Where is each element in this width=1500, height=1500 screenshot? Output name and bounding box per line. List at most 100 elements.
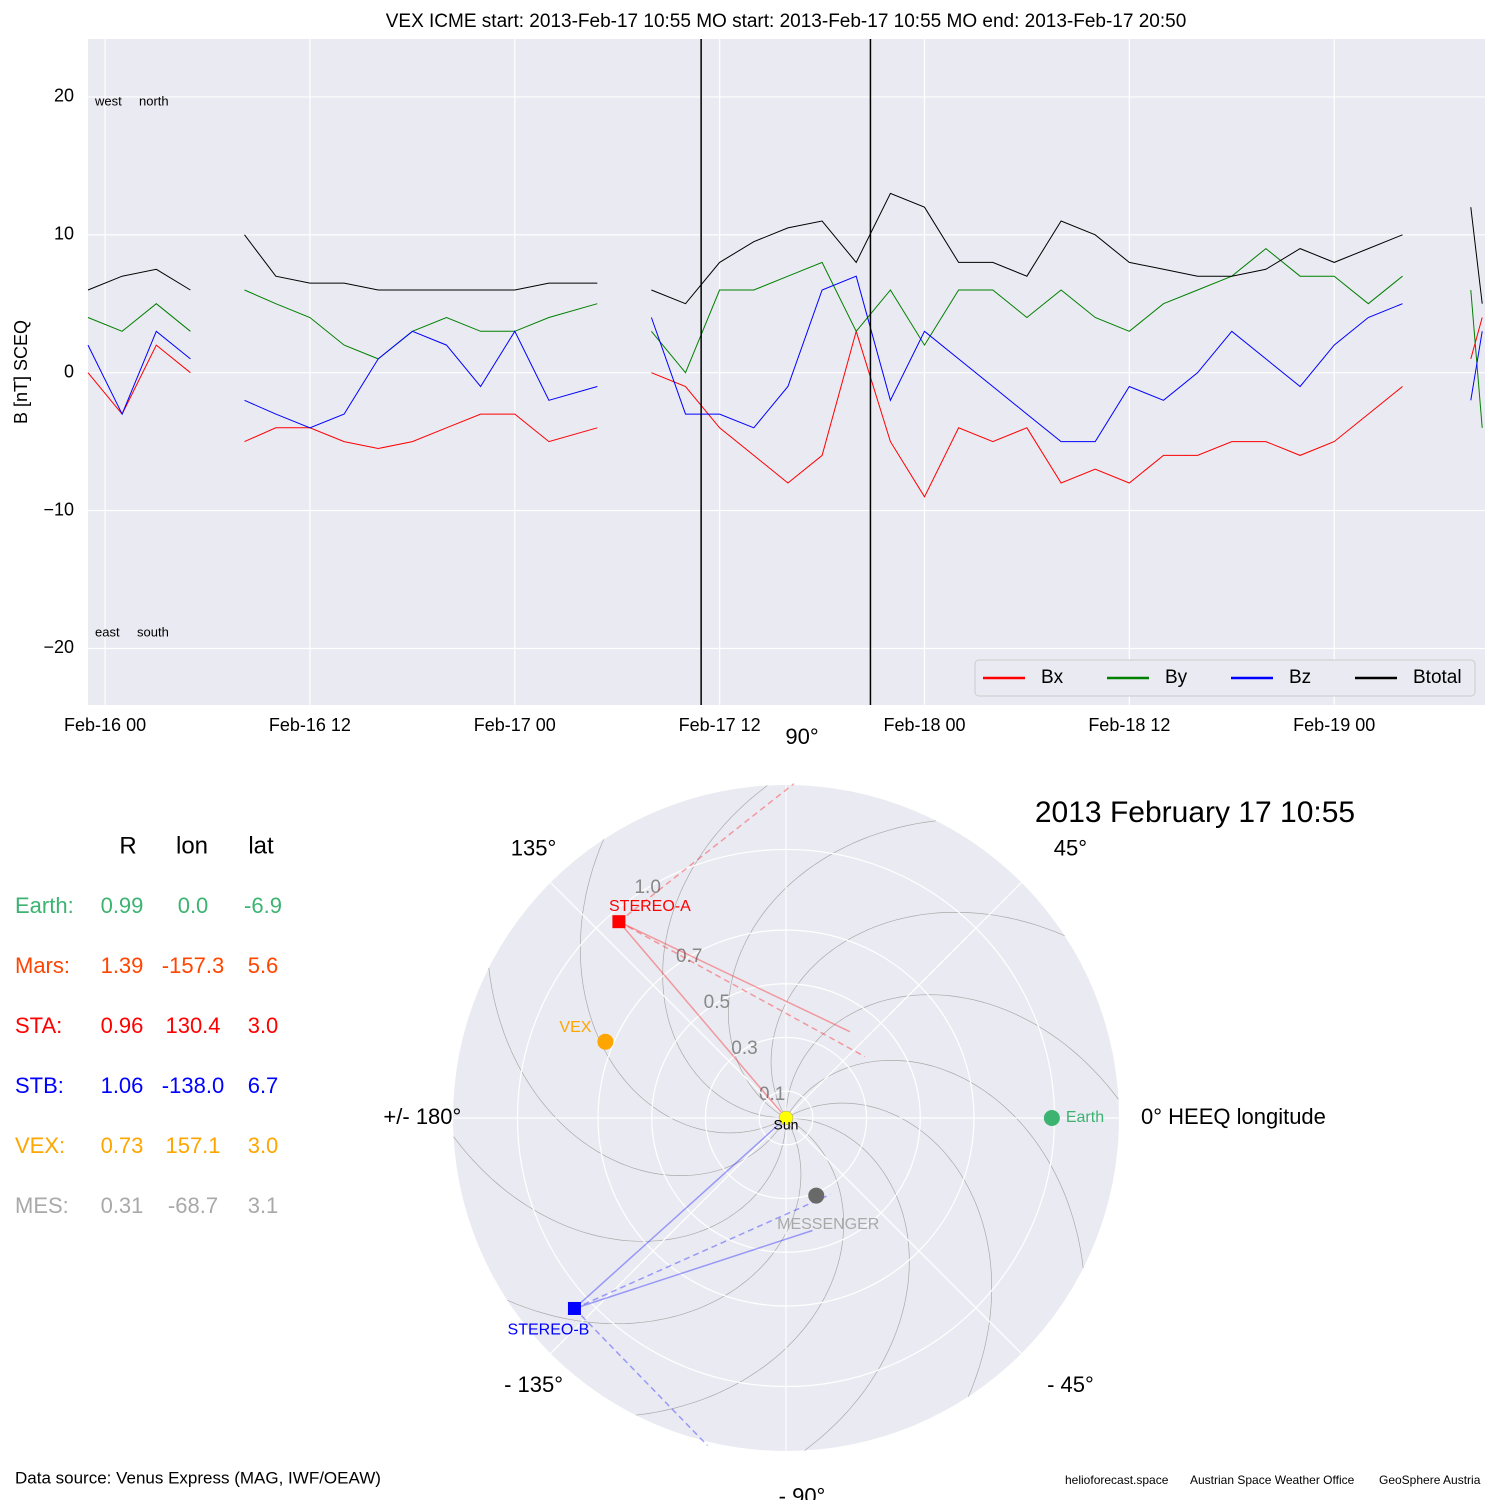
annotation: west [94, 93, 122, 108]
table-name: STA: [15, 1013, 62, 1038]
legend-box [974, 659, 1476, 697]
parker-spiral [770, 911, 1065, 1119]
annotation: east [95, 624, 120, 639]
fov-line [574, 1193, 831, 1310]
series-line [87, 192, 1483, 305]
y-tick-label: −10 [43, 499, 74, 519]
theta-tick-label: - 90° [779, 1483, 826, 1500]
table-name: STB: [15, 1073, 64, 1098]
x-tick-label: Feb-16 00 [64, 715, 146, 735]
fov-line [618, 920, 851, 1033]
legend-label: Bx [1041, 667, 1064, 688]
y-tick-label: 10 [54, 224, 74, 244]
x-tick-label: Feb-17 12 [679, 715, 761, 735]
sun-label: Sun [774, 1117, 799, 1133]
body-marker [597, 1033, 614, 1050]
series-line [87, 275, 1483, 443]
y-tick-label: −20 [43, 637, 74, 657]
fov-line [574, 1229, 813, 1310]
x-tick-label: Feb-19 00 [1293, 715, 1375, 735]
body-marker [1043, 1110, 1060, 1126]
theta-tick-label: 0° HEEQ longitude [1141, 1104, 1326, 1129]
table-header: R [119, 832, 136, 859]
x-tick-label: Feb-17 00 [474, 715, 556, 735]
credit: helioforecast.space [1065, 1473, 1169, 1487]
table-name: Earth: [15, 893, 74, 918]
legend-label: Btotal [1413, 667, 1462, 688]
table-cell: 0.96 [101, 1013, 144, 1038]
body-label: MESSENGER [777, 1216, 879, 1233]
table-header: lon [176, 832, 208, 859]
theta-tick-label: - 45° [1047, 1372, 1094, 1397]
table-cell: -6.9 [244, 893, 282, 918]
grid-spoke [785, 882, 1022, 1119]
table-cell: 3.0 [248, 1013, 279, 1038]
x-tick-label: Feb-18 00 [883, 715, 965, 735]
body-marker [808, 1187, 825, 1204]
table-cell: 130.4 [165, 1013, 220, 1038]
parker-spiral [785, 1117, 910, 1451]
table-cell: 0.99 [101, 893, 144, 918]
parker-spiral [453, 1117, 787, 1242]
table-name: MES: [15, 1193, 69, 1218]
theta-tick-label: +/- 180° [383, 1104, 461, 1129]
table-cell: 1.39 [101, 953, 144, 978]
parker-spiral [785, 1102, 993, 1397]
fov-line [618, 921, 866, 1058]
fov-line [618, 783, 795, 923]
body-label: STEREO-B [508, 1322, 590, 1339]
legend-label: Bz [1289, 667, 1311, 688]
date-label: 2013 February 17 10:55 [1035, 796, 1355, 829]
y-axis-label: B [nT] SCEQ [11, 320, 31, 424]
table-cell: 0.31 [101, 1193, 144, 1218]
credit: GeoSphere Austria [1379, 1473, 1481, 1487]
theta-tick-label: 45° [1054, 835, 1087, 860]
annotation: north [139, 93, 169, 108]
table-cell: 3.0 [248, 1133, 279, 1158]
theta-tick-label: - 135° [504, 1372, 563, 1397]
body-marker [567, 1301, 581, 1315]
table-header: lat [248, 832, 274, 859]
sun-marker [778, 1110, 794, 1126]
table-cell: 1.06 [101, 1073, 144, 1098]
legend: Bx By Bz Btotal [974, 659, 1476, 697]
table-cell: 0.0 [178, 893, 209, 918]
theta-tick-label: 135° [511, 835, 557, 860]
parker-spiral [579, 839, 787, 1134]
y-tick-label: 20 [54, 86, 74, 106]
table-name: Mars: [15, 953, 70, 978]
grid-spoke [550, 1117, 787, 1354]
theta-tick-label: 90° [785, 724, 818, 749]
x-tick-label: Feb-16 12 [269, 715, 351, 735]
chart-title: VEX ICME start: 2013-Feb-17 10:55 MO sta… [386, 11, 1187, 32]
table-cell: 157.1 [165, 1133, 220, 1158]
table-name: VEX: [15, 1133, 65, 1158]
fov-line [573, 1117, 787, 1310]
grid-spoke [550, 882, 787, 1119]
r-tick-label: 0.7 [676, 946, 702, 967]
table-cell: -157.3 [162, 953, 224, 978]
table-cell: -68.7 [168, 1193, 218, 1218]
parker-spiral [507, 1117, 802, 1325]
table-cell: 6.7 [248, 1073, 279, 1098]
table-cell: -138.0 [162, 1073, 224, 1098]
x-tick-label: Feb-18 12 [1088, 715, 1170, 735]
legend-label: By [1165, 667, 1188, 688]
r-tick-label: 0.1 [759, 1084, 785, 1105]
fov-line [618, 921, 787, 1119]
table-cell: 3.1 [248, 1193, 279, 1218]
credit: Austrian Space Weather Office [1190, 1473, 1355, 1487]
annotation: south [137, 624, 169, 639]
body-label: VEX [559, 1019, 591, 1036]
parker-spiral [785, 994, 1119, 1119]
body-label: Earth [1066, 1109, 1104, 1126]
parker-spiral [662, 785, 787, 1119]
body-label: STEREO-A [609, 898, 691, 915]
plot-area [88, 39, 1485, 705]
grid-spoke [785, 1117, 1022, 1354]
r-tick-label: 0.3 [731, 1038, 757, 1059]
r-tick-label: 0.5 [704, 992, 730, 1013]
series-line [87, 317, 1483, 498]
